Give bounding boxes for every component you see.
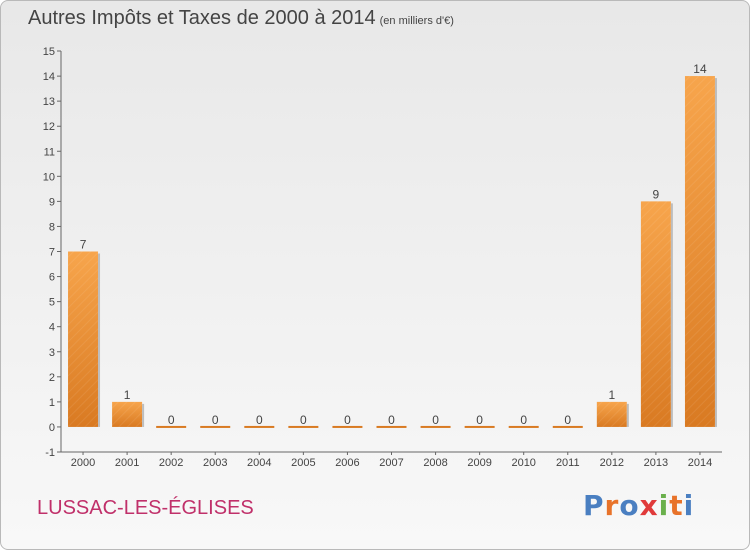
bar — [684, 76, 717, 427]
x-tick-label: 2012 — [600, 457, 624, 469]
bar — [508, 425, 539, 428]
value-label: 0 — [564, 413, 571, 427]
bar-fill — [464, 425, 495, 428]
x-tick-label: 2011 — [556, 457, 580, 469]
x-tick-label: 2006 — [335, 457, 359, 469]
logo-letter: o — [619, 489, 640, 522]
chart-unit: (en milliers d'€) — [379, 15, 454, 27]
bar — [156, 425, 187, 428]
value-label: 0 — [432, 413, 439, 427]
bar-fill — [508, 425, 539, 428]
x-tick-label: 2003 — [203, 457, 227, 469]
bar — [376, 425, 407, 428]
logo-letter: r — [604, 489, 620, 522]
bar-fill — [244, 425, 275, 428]
x-tick-label: 2001 — [115, 457, 139, 469]
logo-letter: x — [639, 489, 659, 522]
y-tick-label: 4 — [49, 322, 55, 334]
y-tick-label: 7 — [49, 247, 55, 259]
value-label: 1 — [608, 388, 615, 402]
value-label: 0 — [476, 413, 483, 427]
y-tick-label: 2 — [49, 372, 55, 384]
value-label: 14 — [693, 62, 707, 76]
value-label: 0 — [520, 413, 527, 427]
bar-fill — [156, 425, 187, 428]
y-tick-label: 11 — [44, 146, 55, 158]
bar-texture — [68, 251, 99, 427]
logo-letter: i — [658, 489, 670, 522]
bar-fill — [288, 425, 319, 428]
proxiti-logo[interactable]: Proxiti — [583, 489, 694, 522]
chart-title-text: Autres Impôts et Taxes de 2000 à 2014 — [28, 7, 376, 29]
bar-texture — [596, 401, 627, 427]
value-label: 9 — [653, 187, 660, 201]
bar-texture — [684, 76, 715, 427]
bar — [596, 401, 629, 427]
bar-fill — [332, 425, 363, 428]
x-tick-label: 2005 — [291, 457, 315, 469]
y-tick-label: 14 — [43, 71, 55, 83]
bar-shadow — [142, 403, 145, 427]
bar — [112, 401, 145, 427]
bar — [68, 251, 101, 427]
bar-fill — [376, 425, 407, 428]
bar-fill — [552, 425, 583, 428]
y-tick-label: 12 — [43, 121, 55, 133]
y-tick-label: 8 — [49, 221, 55, 233]
y-tick-label: 5 — [49, 297, 55, 309]
value-label: 0 — [256, 413, 263, 427]
y-tick-label: 3 — [49, 347, 55, 359]
x-tick-label: 2004 — [247, 457, 271, 469]
bar-texture — [640, 201, 671, 427]
x-tick-label: 2013 — [644, 457, 668, 469]
value-label: 0 — [300, 413, 307, 427]
y-tick-label: 6 — [49, 272, 55, 284]
logo-letter: P — [583, 489, 605, 522]
bar — [552, 425, 583, 428]
bar-shadow — [98, 253, 101, 427]
value-label: 7 — [80, 238, 87, 252]
x-tick-label: 2000 — [71, 457, 95, 469]
y-tick-label: 15 — [43, 46, 55, 58]
value-label: 0 — [168, 413, 175, 427]
bar — [640, 201, 673, 427]
bar — [288, 425, 319, 428]
bar-shadow — [626, 403, 629, 427]
bar-fill — [420, 425, 451, 428]
bar — [332, 425, 363, 428]
value-labels: 7 1 0 0 0 0 0 0 0 0 0 0 1 9 14 — [80, 62, 707, 427]
value-label: 0 — [388, 413, 395, 427]
x-tick-label: 2008 — [423, 457, 447, 469]
bar — [244, 425, 275, 428]
bars — [68, 76, 717, 428]
place-name: LUSSAC-LES-ÉGLISES — [37, 497, 254, 519]
bar — [464, 425, 495, 428]
x-tick-label: 2014 — [688, 457, 712, 469]
x-tick-label: 2009 — [467, 457, 491, 469]
bar-shadow — [670, 203, 673, 427]
y-tick-label: 1 — [49, 397, 55, 409]
value-label: 0 — [212, 413, 219, 427]
value-label: 0 — [344, 413, 351, 427]
logo-letter: t — [669, 489, 684, 522]
bar — [420, 425, 451, 428]
x-tick-label: 2010 — [511, 457, 535, 469]
y-tick-label: 10 — [43, 171, 55, 183]
bar-fill — [200, 425, 231, 428]
x-tick-label: 2007 — [379, 457, 403, 469]
x-tick-label: 2002 — [159, 457, 183, 469]
bar — [200, 425, 231, 428]
chart-title: Autres Impôts et Taxes de 2000 à 2014 (en… — [28, 7, 454, 30]
y-tick-label: -1 — [45, 447, 55, 459]
value-label: 1 — [124, 388, 131, 402]
y-tick-label: 13 — [43, 96, 55, 108]
y-tick-label: 0 — [49, 422, 55, 434]
bar-shadow — [714, 78, 717, 427]
logo-letter: i — [683, 489, 695, 522]
y-tick-label: 9 — [49, 196, 55, 208]
bar-texture — [112, 401, 143, 427]
